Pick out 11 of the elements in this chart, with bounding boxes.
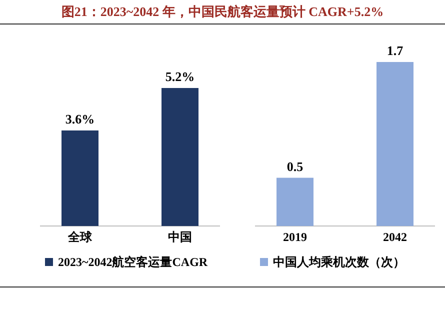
data-label: 0.5 [286,158,304,174]
data-label: 5.2% [165,69,195,84]
chart-title: 图21：2023~2042 年，中国民航客运量预计 CAGR+5.2% [61,4,384,19]
data-label: 1.7 [386,43,404,58]
x-tick-label: 2019 [283,230,307,244]
x-tick-label: 2042 [383,230,407,244]
legend-label: 中国人均乘机次数（次） [273,255,405,269]
data-label: 3.6% [65,111,95,126]
x-tick-label: 全球 [67,230,93,244]
x-tick-label: 中国 [168,230,192,244]
legend-label: 2023~2042航空客运量CAGR [58,255,208,269]
